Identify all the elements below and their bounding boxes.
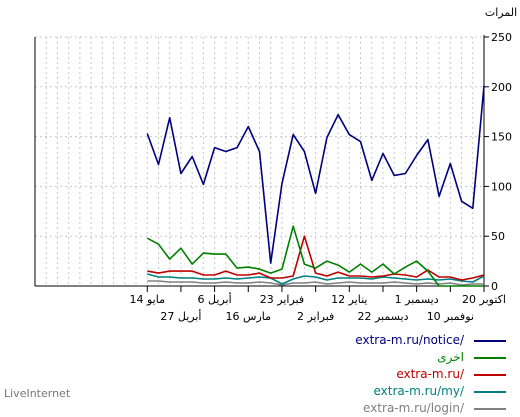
x-tick-label: 12 يناير [331, 293, 367, 306]
legend-label: extra-m.ru/my/ [373, 384, 464, 398]
x-tick-label: 16 مارس [226, 310, 272, 323]
x-tick-label: 27 أبريل [160, 309, 201, 323]
legend: extra-m.ru/notice/اخرى extra-m.ru/extra-m… [330, 332, 520, 417]
legend-item: extra-m.ru/ [330, 366, 520, 383]
x-tick-label: 23 فبراير [260, 293, 304, 306]
x-tick-label: 1 ديسمبر [395, 293, 439, 306]
series-line-1 [146, 85, 485, 264]
legend-label: اخرى [437, 350, 464, 364]
legend-item: extra-m.ru/login/ [330, 400, 520, 417]
legend-swatch [474, 357, 506, 359]
x-tick-label: 14 مايو [130, 293, 166, 306]
legend-item: اخرى [330, 349, 520, 366]
line-chart: 0 50 100 150 200 250 المرات 20 اكتوبر 1 ديسمبر 12… [34, 6, 517, 323]
chart-svg: 0 50 100 150 200 250 المرات 20 اكتوبر 1 ديسمبر 12… [34, 6, 517, 323]
legend-label: extra-m.ru/ [396, 367, 464, 381]
series-line-4 [147, 273, 485, 285]
y-axis-title: المرات [485, 6, 517, 19]
legend-label: extra-m.ru/login/ [363, 401, 464, 415]
legend-swatch [474, 408, 506, 410]
y-tick-label: 150 [491, 131, 512, 144]
footer-brand: LiveInternet [4, 387, 71, 400]
legend-label: extra-m.ru/notice/ [355, 333, 464, 347]
legend-item: extra-m.ru/notice/ [330, 332, 520, 349]
x-tick-label: 10 نوفمبر [427, 310, 474, 323]
legend-item: extra-m.ru/my/ [330, 383, 520, 400]
y-tick-label: 50 [491, 230, 505, 243]
legend-swatch [474, 374, 506, 376]
legend-swatch [474, 391, 506, 393]
x-tick-label: 2 فبراير [297, 310, 334, 323]
series-line-5 [147, 280, 484, 286]
x-tick-label: 22 ديسمبر [357, 310, 408, 323]
x-tick-label: 20 اكتوبر [462, 293, 506, 306]
y-tick-label: 100 [491, 180, 512, 193]
y-tick-label: 250 [491, 31, 512, 44]
series-line-2 [146, 225, 484, 287]
legend-swatch [474, 340, 506, 342]
y-tick-label: 200 [491, 81, 512, 94]
x-tick-label: 6 أبريل [198, 292, 232, 306]
y-tick-label: 0 [491, 280, 498, 293]
